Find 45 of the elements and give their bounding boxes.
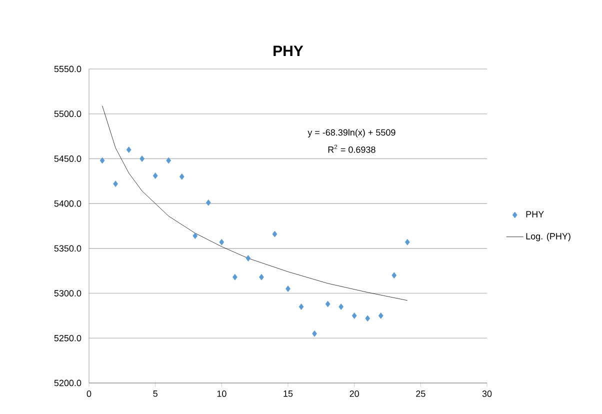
point (179, 173, 184, 180)
y-tick-label: 5350.0 (54, 245, 82, 252)
x-tick-label: 20 (350, 390, 359, 397)
point (338, 304, 344, 310)
point (272, 230, 278, 238)
y-tick-label: 5550.0 (54, 66, 82, 72)
point (259, 274, 264, 280)
point (352, 312, 357, 319)
annotation: R$^{2}$ = 0.6938 (328, 144, 376, 153)
x-tick-label: 10 (217, 390, 226, 397)
point (100, 157, 105, 164)
y-tick-label: 5300.0 (54, 290, 82, 296)
point (392, 272, 397, 279)
x-tick-label: 25 (416, 390, 426, 397)
point (113, 180, 118, 188)
x-tick-label: 0 (86, 390, 92, 397)
x-tick-label: 15 (284, 390, 293, 397)
point (140, 156, 145, 162)
point (126, 146, 132, 153)
x-tick-label: 5 (153, 390, 158, 397)
point (298, 304, 304, 310)
y-tick-label: 5400.0 (54, 200, 82, 207)
point (246, 255, 251, 262)
point (325, 300, 330, 308)
point (378, 312, 384, 319)
point (206, 199, 211, 206)
point (312, 330, 317, 337)
point (232, 274, 238, 280)
y-tick-label: 5200.0 (54, 380, 82, 386)
annotation: y = -68.39ln(x) + 5509 (308, 129, 396, 138)
point (219, 238, 224, 246)
y-tick-label: 5250.0 (54, 334, 82, 342)
point (365, 315, 370, 322)
point (152, 172, 158, 179)
point (286, 286, 290, 292)
point (166, 157, 172, 164)
point (192, 232, 198, 240)
y-tick-label: 5450.0 (54, 156, 82, 162)
point (404, 238, 410, 246)
x-tick-label: 30 (482, 390, 492, 397)
legend-label: PHY (526, 211, 544, 218)
chart-title: PHY (274, 46, 304, 56)
y-tick-label: 5500.0 (54, 110, 82, 118)
line-series (102, 106, 408, 301)
legend-label: Log. (PHY) (526, 232, 570, 242)
